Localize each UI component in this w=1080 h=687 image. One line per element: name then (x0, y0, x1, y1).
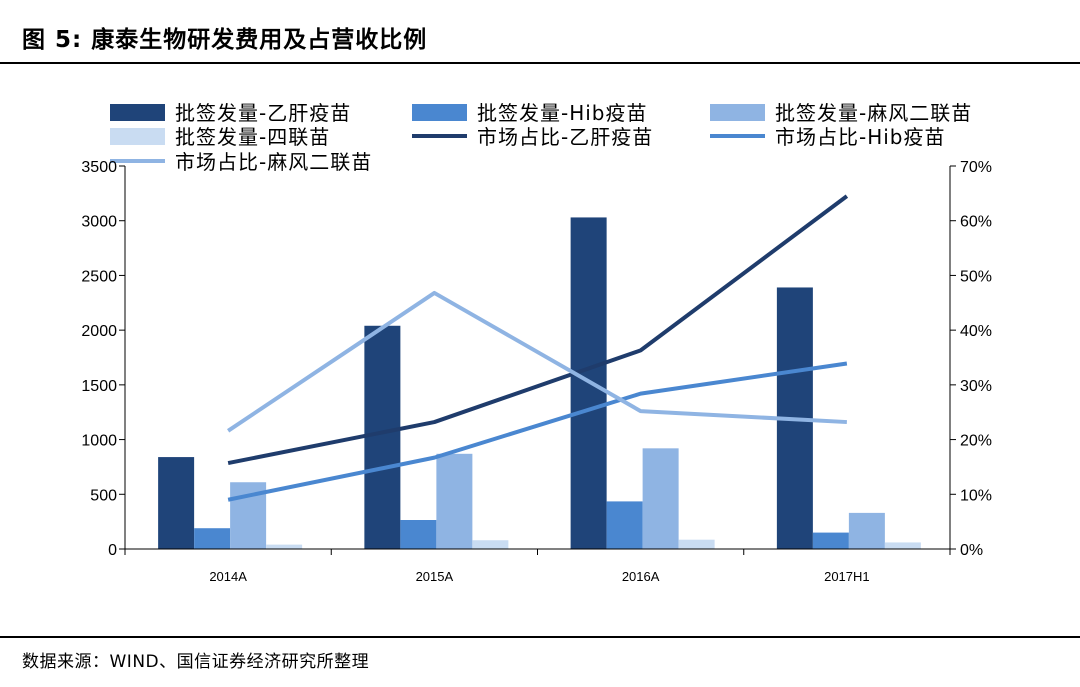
series-line (227, 361, 848, 502)
bar (642, 448, 679, 549)
y2-tick-label: 70% (960, 159, 992, 176)
bar (194, 528, 231, 549)
y2-tick-label: 10% (960, 487, 992, 504)
x-tick-label: 2014A (209, 569, 247, 584)
bar (884, 542, 921, 549)
line-group (227, 194, 849, 502)
legend-swatch (710, 104, 765, 121)
bar (158, 457, 195, 549)
bottom-divider (0, 636, 1080, 638)
bar (266, 544, 303, 549)
bar (400, 520, 437, 549)
x-tick-label: 2015A (416, 569, 454, 584)
bar (606, 501, 643, 549)
y-tick-label: 0 (108, 542, 117, 559)
legend-label: 批签发量-麻风二联苗 (775, 101, 972, 125)
legend-swatch (412, 104, 467, 121)
chart-axes: 0 500 1000 1500 2000 2500 3000 3500 0% 10% 20% 30% 4… (81, 159, 992, 584)
top-divider (0, 62, 1080, 64)
y-tick-label: 2500 (81, 268, 117, 285)
y2-tick-label: 50% (960, 268, 992, 285)
bar (812, 532, 849, 549)
legend-label: 批签发量-乙肝疫苗 (175, 101, 351, 125)
x-tick-label: 2017H1 (824, 569, 870, 584)
bar (364, 325, 401, 549)
y2-tick-label: 60% (960, 214, 992, 231)
legend-label: 批签发量-Hib疫苗 (477, 101, 648, 125)
bar (848, 512, 885, 549)
bar (472, 540, 509, 549)
y-tick-label: 3500 (81, 159, 117, 176)
legend-label: 批签发量-四联苗 (175, 125, 330, 149)
y-tick-label: 1000 (81, 433, 117, 450)
y2-tick-label: 0% (960, 542, 983, 559)
page-title: 图 5: 康泰生物研发费用及占营收比例 (22, 27, 428, 53)
y-tick-label: 500 (90, 487, 117, 504)
bar (678, 539, 715, 549)
legend-label: 市场占比-麻风二联苗 (175, 150, 372, 174)
series-line (227, 290, 847, 433)
y-tick-label: 3000 (81, 214, 117, 231)
legend-label: 市场占比-乙肝疫苗 (477, 125, 653, 149)
source-note: 数据来源：WIND、国信证券经济研究所整理 (22, 652, 370, 672)
legend-label: 市场占比-Hib疫苗 (775, 125, 946, 149)
y2-tick-label: 30% (960, 378, 992, 395)
legend-swatch (110, 128, 165, 145)
y2-tick-label: 20% (960, 433, 992, 450)
header: 图 5: 康泰生物研发费用及占营收比例 (0, 0, 1080, 68)
y-tick-label: 2000 (81, 323, 117, 340)
bar (436, 453, 473, 549)
x-tick-label: 2016A (622, 569, 660, 584)
legend-swatch (110, 104, 165, 121)
y2-tick-label: 40% (960, 323, 992, 340)
y-tick-label: 1500 (81, 378, 117, 395)
series-line (227, 194, 849, 466)
bar-group (158, 217, 921, 549)
